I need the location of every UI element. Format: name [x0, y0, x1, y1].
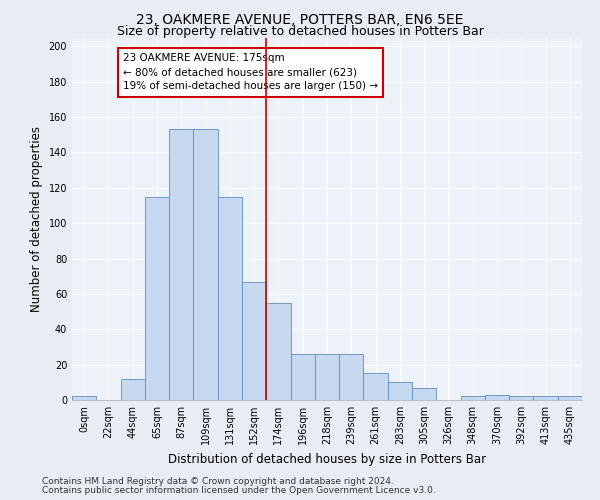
Bar: [169, 130, 193, 400]
X-axis label: Distribution of detached houses by size in Potters Bar: Distribution of detached houses by size …: [168, 452, 486, 466]
Bar: [145, 196, 169, 400]
Bar: [218, 196, 242, 400]
Bar: [290, 354, 315, 400]
Bar: [558, 396, 582, 400]
Bar: [193, 130, 218, 400]
Text: 23 OAKMERE AVENUE: 175sqm
← 80% of detached houses are smaller (623)
19% of semi: 23 OAKMERE AVENUE: 175sqm ← 80% of detac…: [123, 54, 378, 92]
Bar: [266, 302, 290, 400]
Bar: [461, 396, 485, 400]
Bar: [485, 394, 509, 400]
Bar: [388, 382, 412, 400]
Bar: [412, 388, 436, 400]
Text: Contains public sector information licensed under the Open Government Licence v3: Contains public sector information licen…: [42, 486, 436, 495]
Bar: [339, 354, 364, 400]
Text: 23, OAKMERE AVENUE, POTTERS BAR, EN6 5EE: 23, OAKMERE AVENUE, POTTERS BAR, EN6 5EE: [136, 12, 464, 26]
Bar: [533, 396, 558, 400]
Text: Size of property relative to detached houses in Potters Bar: Size of property relative to detached ho…: [116, 25, 484, 38]
Text: Contains HM Land Registry data © Crown copyright and database right 2024.: Contains HM Land Registry data © Crown c…: [42, 477, 394, 486]
Bar: [242, 282, 266, 400]
Bar: [72, 396, 96, 400]
Bar: [315, 354, 339, 400]
Bar: [364, 374, 388, 400]
Y-axis label: Number of detached properties: Number of detached properties: [30, 126, 43, 312]
Bar: [121, 379, 145, 400]
Bar: [509, 396, 533, 400]
